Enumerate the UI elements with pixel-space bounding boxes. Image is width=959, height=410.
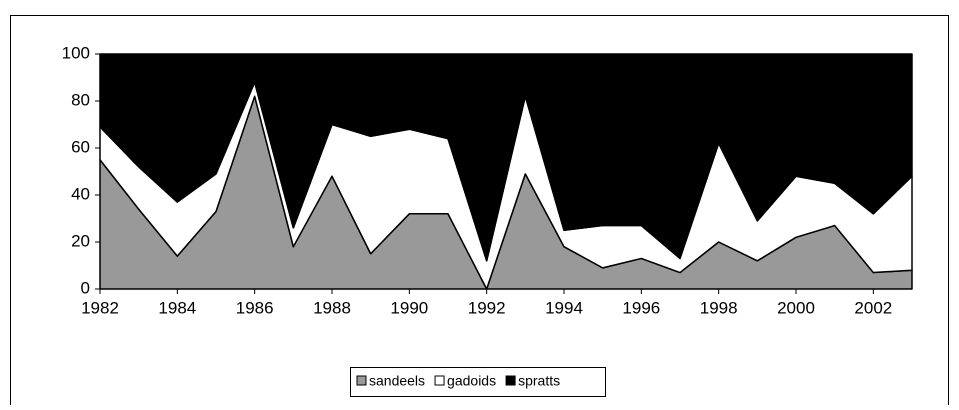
x-tick-label: 1996 <box>622 298 660 317</box>
legend-box <box>350 367 606 397</box>
x-tick-label: 1998 <box>700 298 738 317</box>
legend-label: gadoids <box>447 373 496 389</box>
y-tick-label: 0 <box>81 278 90 297</box>
legend-swatch <box>434 375 445 386</box>
legend-swatch <box>356 375 367 386</box>
y-tick-label: 100 <box>62 43 90 62</box>
x-tick-label: 1984 <box>158 298 196 317</box>
x-tick-label: 1982 <box>81 298 119 317</box>
x-tick-label: 2000 <box>777 298 815 317</box>
x-tick-label: 1990 <box>390 298 428 317</box>
y-tick-label: 80 <box>71 90 90 109</box>
y-tick-label: 40 <box>71 184 90 203</box>
legend-swatch <box>505 375 516 386</box>
legend-label: sandeels <box>369 373 425 389</box>
x-tick-label: 1992 <box>468 298 506 317</box>
legend: sandeels gadoids spratts <box>350 367 606 397</box>
y-tick-label: 20 <box>71 231 90 250</box>
y-tick-label: 60 <box>71 137 90 156</box>
x-tick-label: 2002 <box>854 298 892 317</box>
x-tick-label: 1988 <box>313 298 351 317</box>
legend-label: spratts <box>518 373 560 389</box>
x-tick-label: 1986 <box>236 298 274 317</box>
area <box>99 53 913 262</box>
x-tick-label: 1994 <box>545 298 583 317</box>
